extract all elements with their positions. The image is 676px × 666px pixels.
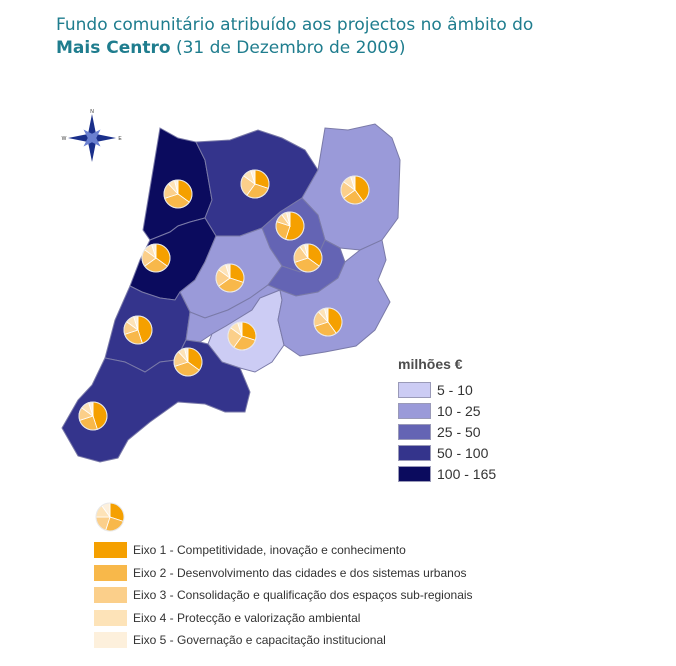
title-line-1: Fundo comunitário atribuído aos projecto… — [56, 15, 534, 35]
region-6-pie — [293, 243, 323, 273]
axis-legend-swatch — [94, 609, 127, 626]
region-polygons — [61, 123, 401, 463]
axis-legend-swatch — [94, 564, 127, 581]
region-1-pie-outline — [240, 169, 270, 199]
title-date: (31 de Dezembro de 2009) — [170, 38, 406, 58]
value-legend-swatch — [398, 382, 431, 398]
region-3-pie — [141, 243, 171, 273]
region-4-pie-outline — [275, 211, 305, 241]
region-5-pie-outline — [215, 263, 245, 293]
title-line-2: Mais Centro (31 de Dezembro de 2009) — [56, 37, 656, 60]
region-6-pie-outline — [293, 243, 323, 273]
axis-legend-label: Eixo 3 - Consolidação e qualificação dos… — [133, 588, 473, 602]
title-program-name: Mais Centro — [56, 38, 171, 58]
map-title: Fundo comunitário atribuído aos projecto… — [56, 14, 656, 60]
axis-legend-item: Eixo 5 - Governação e capacitação instit… — [94, 632, 386, 648]
region-9-pie-outline — [227, 321, 257, 351]
region-10 — [277, 239, 391, 357]
legend-sample-pie-outline — [95, 502, 125, 532]
axis-legend-item: Eixo 4 - Protecção e valorização ambient… — [94, 609, 361, 626]
region-10-pie — [313, 307, 343, 337]
region-0-pie-outline — [163, 179, 193, 209]
axis-legend-item: Eixo 2 - Desenvolvimento das cidades e d… — [94, 564, 467, 581]
value-legend-item: 10 - 25 — [398, 403, 481, 419]
value-legend-swatch — [398, 466, 431, 482]
value-legend-item: 100 - 165 — [398, 466, 496, 482]
region-7-pie-outline — [123, 315, 153, 345]
value-legend-label: 100 - 165 — [437, 466, 497, 482]
value-legend-swatch — [398, 424, 431, 440]
region-pie-charts — [78, 169, 370, 431]
region-2-pie-outline — [340, 175, 370, 205]
axis-legend-label: Eixo 1 - Competitividade, inovação e con… — [133, 543, 406, 557]
axis-legend-label: Eixo 4 - Protecção e valorização ambient… — [133, 610, 361, 625]
region-4-pie — [275, 211, 305, 241]
region-2-pie — [340, 175, 370, 205]
region-5-pie — [215, 263, 245, 293]
region-11-pie-outline — [78, 401, 108, 431]
axis-legend-swatch — [94, 542, 127, 558]
axis-legend-label: Eixo 2 - Desenvolvimento das cidades e d… — [133, 565, 467, 580]
region-8-pie — [173, 347, 203, 377]
axis-legend-item: Eixo 3 - Consolidação e qualificação dos… — [94, 587, 473, 603]
value-legend-label: 25 - 50 — [437, 424, 481, 440]
axis-legend-swatch — [94, 587, 127, 603]
axis-legend-item: Eixo 1 - Competitividade, inovação e con… — [94, 542, 406, 558]
compass-west-label: W — [62, 136, 67, 142]
value-legend-label: 50 - 100 — [437, 445, 489, 461]
region-8-pie-outline — [173, 347, 203, 377]
region-11 — [61, 339, 251, 463]
region-11-pie — [78, 401, 108, 431]
value-legend-item: 25 - 50 — [398, 424, 481, 440]
region-1-pie — [240, 169, 270, 199]
value-legend-swatch — [398, 445, 431, 461]
region-3-pie-outline — [141, 243, 171, 273]
compass-east-label: E — [118, 136, 122, 142]
region-10-pie-outline — [313, 307, 343, 337]
value-legend-swatch — [398, 403, 431, 419]
region-0-pie — [163, 179, 193, 209]
value-legend-label: 10 - 25 — [437, 403, 481, 419]
value-legend-item: 50 - 100 — [398, 445, 488, 461]
value-legend-item: 5 - 10 — [398, 382, 473, 398]
axis-legend-label: Eixo 5 - Governação e capacitação instit… — [133, 633, 386, 647]
region-9-pie — [227, 321, 257, 351]
value-legend-label: 5 - 10 — [437, 382, 473, 398]
value-legend-title: milhões € — [398, 356, 463, 372]
compass-rose-icon: N W E — [62, 109, 122, 162]
compass-north-label: N — [90, 109, 94, 115]
region-7-pie — [123, 315, 153, 345]
axis-legend-swatch — [94, 632, 127, 648]
legend-sample-pie — [95, 502, 125, 532]
